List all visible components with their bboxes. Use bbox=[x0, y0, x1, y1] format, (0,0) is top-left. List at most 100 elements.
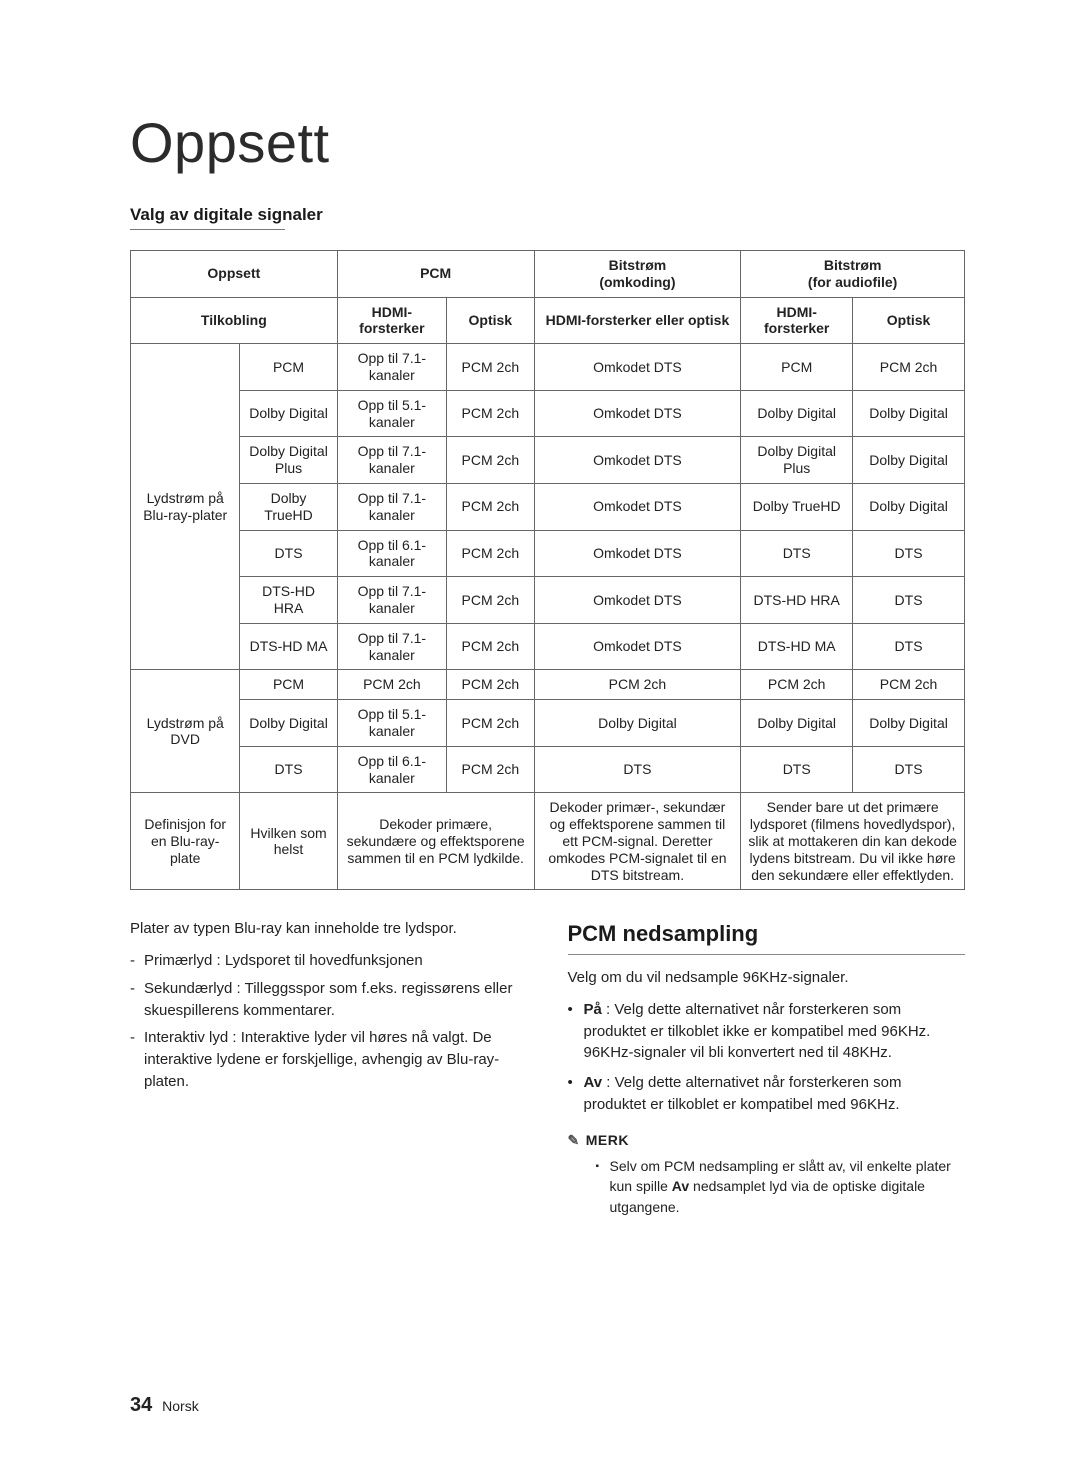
cell-ah: Dolby Digital Plus bbox=[741, 437, 853, 484]
th-optisk-1: Optisk bbox=[447, 297, 535, 344]
cell-dec-af: Sender bare ut det primære lydsporet (fi… bbox=[741, 793, 965, 890]
cell-re: Omkodet DTS bbox=[534, 530, 741, 577]
cell-pcmo: PCM 2ch bbox=[447, 700, 535, 747]
list-item: Av : Velg dette alternativet når forster… bbox=[568, 1072, 966, 1116]
cell-pcmo: PCM 2ch bbox=[447, 530, 535, 577]
cell-ao: DTS bbox=[853, 623, 965, 670]
list-item: På : Velg dette alternativet når forster… bbox=[568, 999, 966, 1064]
cell-re: Omkodet DTS bbox=[534, 577, 741, 624]
left-column: Plater av typen Blu-ray kan inneholde tr… bbox=[130, 918, 528, 1217]
group-bluray-label: Lydstrøm på Blu-ray-plater bbox=[131, 344, 240, 670]
table-row: Dolby Digital Plus Opp til 7.1-kanaler P… bbox=[131, 437, 965, 484]
cell-pcmo: PCM 2ch bbox=[447, 670, 535, 700]
cell-ao: DTS bbox=[853, 746, 965, 793]
cell-pcmh: Opp til 5.1-kanaler bbox=[337, 390, 446, 437]
cell-pcmo: PCM 2ch bbox=[447, 623, 535, 670]
cell-fmt: DTS-HD MA bbox=[240, 623, 337, 670]
bullet-bold: Av bbox=[584, 1074, 603, 1091]
table-header-row: Tilkobling HDMI-forsterker Optisk HDMI-f… bbox=[131, 297, 965, 344]
cell-pcmh: Opp til 6.1-kanaler bbox=[337, 746, 446, 793]
th-bit-re: Bitstrøm (omkoding) bbox=[534, 251, 741, 298]
table-row: Definisjon for en Blu-ray-plate Hvilken … bbox=[131, 793, 965, 890]
cell-ah: PCM bbox=[741, 344, 853, 391]
cell-pcmh: PCM 2ch bbox=[337, 670, 446, 700]
cell-pcmo: PCM 2ch bbox=[447, 390, 535, 437]
note-bold: Av bbox=[672, 1178, 689, 1194]
cell-fmt: PCM bbox=[240, 344, 337, 391]
cell-fmt: DTS bbox=[240, 746, 337, 793]
cell-dec-re: Dekoder primær-, sekundær og effektspore… bbox=[534, 793, 741, 890]
bullet-bold: På bbox=[584, 1001, 602, 1018]
page-footer: 34 Norsk bbox=[130, 1394, 199, 1417]
section-title: PCM nedsampling bbox=[568, 918, 966, 950]
cell-pcmh: Opp til 6.1-kanaler bbox=[337, 530, 446, 577]
cell-ah: DTS bbox=[741, 530, 853, 577]
cell-re: DTS bbox=[534, 746, 741, 793]
cell-ao: Dolby Digital bbox=[853, 390, 965, 437]
note-label: ✎MERK bbox=[568, 1130, 966, 1150]
th-hdmi-2: HDMI-forsterker bbox=[741, 297, 853, 344]
cell-ah: PCM 2ch bbox=[741, 670, 853, 700]
cell-pcmo: PCM 2ch bbox=[447, 437, 535, 484]
cell-fmt: DTS bbox=[240, 530, 337, 577]
cell-re: PCM 2ch bbox=[534, 670, 741, 700]
cell-fmt: PCM bbox=[240, 670, 337, 700]
bullet-rest: : Velg dette alternativet når forsterker… bbox=[584, 1074, 902, 1113]
left-para: Plater av typen Blu-ray kan inneholde tr… bbox=[130, 918, 528, 940]
th-bit-audio: Bitstrøm (for audiofile) bbox=[741, 251, 965, 298]
table-row: Dolby Digital Opp til 5.1-kanaler PCM 2c… bbox=[131, 700, 965, 747]
cell-re: Omkodet DTS bbox=[534, 390, 741, 437]
cell-pcmo: PCM 2ch bbox=[447, 746, 535, 793]
cell-any: Hvilken som helst bbox=[240, 793, 337, 890]
cell-pcmo: PCM 2ch bbox=[447, 344, 535, 391]
table-row: Dolby Digital Opp til 5.1-kanaler PCM 2c… bbox=[131, 390, 965, 437]
table-row: Lydstrøm på DVD PCM PCM 2ch PCM 2ch PCM … bbox=[131, 670, 965, 700]
cell-pcmh: Opp til 7.1-kanaler bbox=[337, 344, 446, 391]
cell-ao: Dolby Digital bbox=[853, 483, 965, 530]
cell-ah: DTS-HD HRA bbox=[741, 577, 853, 624]
note-label-text: MERK bbox=[586, 1132, 629, 1148]
cell-re: Omkodet DTS bbox=[534, 483, 741, 530]
bullet-rest: : Velg dette alternativet når forsterker… bbox=[584, 1001, 931, 1062]
left-list: Primærlyd : Lydsporet til hovedfunksjone… bbox=[130, 950, 528, 1093]
cell-re: Dolby Digital bbox=[534, 700, 741, 747]
page-number: 34 bbox=[130, 1394, 152, 1416]
table-row: DTS Opp til 6.1-kanaler PCM 2ch DTS DTS … bbox=[131, 746, 965, 793]
list-item: Sekundærlyd : Tilleggsspor som f.eks. re… bbox=[130, 978, 528, 1022]
cell-ah: Dolby Digital bbox=[741, 390, 853, 437]
cell-ao: DTS bbox=[853, 530, 965, 577]
table-header-row: Oppsett PCM Bitstrøm (omkoding) Bitstrøm… bbox=[131, 251, 965, 298]
cell-fmt: Dolby Digital Plus bbox=[240, 437, 337, 484]
th-pcm: PCM bbox=[337, 251, 534, 298]
signal-table: Oppsett PCM Bitstrøm (omkoding) Bitstrøm… bbox=[130, 250, 965, 890]
right-intro: Velg om du vil nedsample 96KHz-signaler. bbox=[568, 967, 966, 989]
cell-ao: PCM 2ch bbox=[853, 670, 965, 700]
group-def-label: Definisjon for en Blu-ray-plate bbox=[131, 793, 240, 890]
cell-re: Omkodet DTS bbox=[534, 344, 741, 391]
table-row: DTS Opp til 6.1-kanaler PCM 2ch Omkodet … bbox=[131, 530, 965, 577]
section-underline bbox=[568, 954, 966, 955]
cell-fmt: Dolby Digital bbox=[240, 390, 337, 437]
cell-ao: Dolby Digital bbox=[853, 700, 965, 747]
right-bullets: På : Velg dette alternativet når forster… bbox=[568, 999, 966, 1116]
cell-re: Omkodet DTS bbox=[534, 623, 741, 670]
cell-ah: Dolby TrueHD bbox=[741, 483, 853, 530]
th-tilkobling: Tilkobling bbox=[131, 297, 338, 344]
cell-ah: Dolby Digital bbox=[741, 700, 853, 747]
group-dvd-label: Lydstrøm på DVD bbox=[131, 670, 240, 793]
cell-dec-pcm: Dekoder primære, sekundære og effektspor… bbox=[337, 793, 534, 890]
list-item: Primærlyd : Lydsporet til hovedfunksjone… bbox=[130, 950, 528, 972]
cell-ah: DTS-HD MA bbox=[741, 623, 853, 670]
cell-ao: Dolby Digital bbox=[853, 437, 965, 484]
page-lang: Norsk bbox=[162, 1398, 199, 1414]
th-optisk-2: Optisk bbox=[853, 297, 965, 344]
table-row: Lydstrøm på Blu-ray-plater PCM Opp til 7… bbox=[131, 344, 965, 391]
subheading: Valg av digitale signaler bbox=[130, 205, 965, 225]
cell-pcmo: PCM 2ch bbox=[447, 577, 535, 624]
cell-fmt: Dolby Digital bbox=[240, 700, 337, 747]
right-column: PCM nedsampling Velg om du vil nedsample… bbox=[568, 918, 966, 1217]
cell-ao: DTS bbox=[853, 577, 965, 624]
table-row: DTS-HD HRA Opp til 7.1-kanaler PCM 2ch O… bbox=[131, 577, 965, 624]
subheading-underline bbox=[130, 229, 285, 230]
th-hdmi-or-opt: HDMI-forsterker eller optisk bbox=[534, 297, 741, 344]
